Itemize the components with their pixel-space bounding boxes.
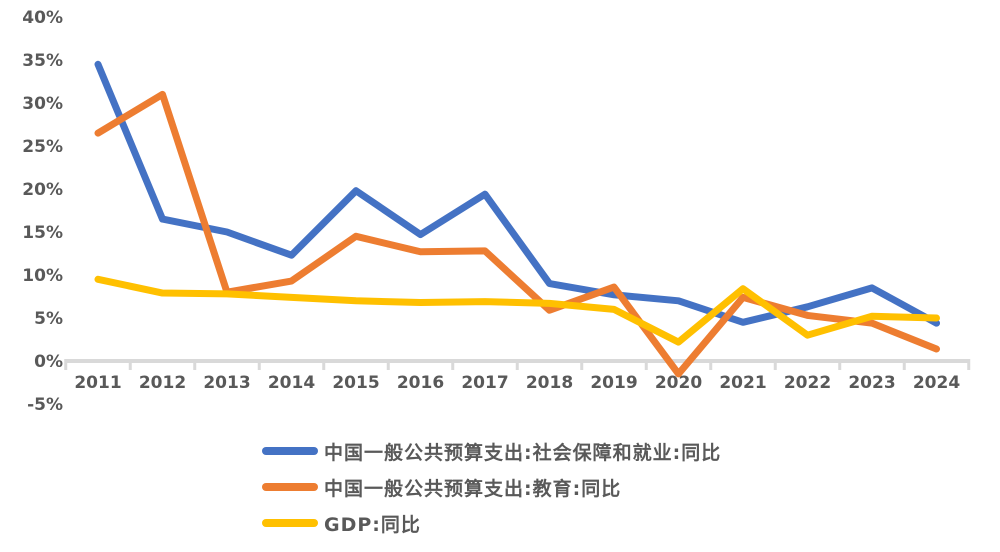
legend-label: 中国一般公共预算支出:社会保障和就业:同比 [324, 441, 722, 464]
x-axis-tick-label: 2022 [784, 373, 831, 393]
x-axis-tick-label: 2014 [268, 373, 315, 393]
y-axis-tick-label: 5% [34, 309, 63, 329]
legend-marker-icon [262, 519, 318, 527]
x-axis-tick-label: 2013 [203, 373, 250, 393]
x-axis-tick-label: 2023 [848, 373, 895, 393]
y-axis-tick-label: 20% [22, 180, 63, 200]
x-axis-tick-label: 2011 [74, 373, 121, 393]
y-axis-tick-label: -5% [27, 395, 63, 415]
legend-item-education-expenditure-yoy: 中国一般公共预算支出:教育:同比 [262, 469, 721, 505]
legend-marker-icon [262, 447, 318, 455]
y-axis-tick-label: 35% [22, 51, 63, 71]
x-axis-tick-label: 2017 [461, 373, 508, 393]
x-axis-tick-label: 2019 [590, 373, 637, 393]
y-axis-tick-label: 25% [22, 137, 63, 157]
y-axis-tick-label: 30% [22, 94, 63, 114]
legend-label: GDP:同比 [324, 513, 421, 536]
y-axis-tick-label: 10% [22, 266, 63, 286]
x-axis-tick-label: 2024 [913, 373, 960, 393]
x-axis-tick-label: 2020 [655, 373, 702, 393]
x-axis-tick-label: 2016 [397, 373, 444, 393]
legend-label: 中国一般公共预算支出:教育:同比 [324, 477, 622, 500]
x-axis-tick-label: 2015 [332, 373, 379, 393]
legend-item-gdp-yoy: GDP:同比 [262, 505, 721, 541]
legend-item-social-security-employment-expenditure-yoy: 中国一般公共预算支出:社会保障和就业:同比 [262, 433, 721, 469]
x-axis-tick-label: 2018 [526, 373, 573, 393]
y-axis-tick-label: 15% [22, 223, 63, 243]
x-axis-tick-label: 2012 [139, 373, 186, 393]
x-axis-tick-label: 2021 [719, 373, 766, 393]
series-line-education-expenditure-yoy [94, 90, 940, 378]
legend: 中国一般公共预算支出:社会保障和就业:同比 中国一般公共预算支出:教育:同比 GDP… [262, 433, 721, 541]
series-line-gdp-yoy [94, 275, 940, 346]
y-axis-tick-label: 0% [34, 352, 63, 372]
y-axis-tick-label: 40% [22, 8, 63, 28]
legend-marker-icon [262, 483, 318, 491]
